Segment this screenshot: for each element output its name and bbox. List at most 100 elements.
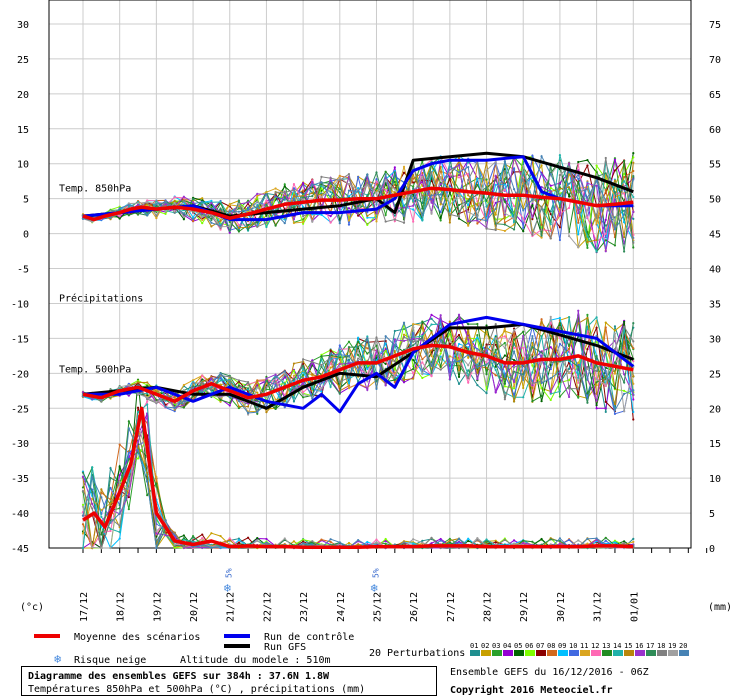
perturbation-point	[494, 183, 497, 187]
perturbation-point	[118, 465, 121, 468]
perturbation-point	[567, 395, 571, 399]
chart-subtitle: Températures 850hPa et 500hPa (°C) , pré…	[28, 684, 366, 695]
perturbation-point	[586, 348, 589, 351]
left-tick-label: 30	[17, 20, 29, 31]
perturbation-point	[347, 369, 351, 372]
perturbation-point	[338, 222, 341, 225]
perturbation-point	[623, 236, 626, 239]
perturbation-point	[219, 400, 222, 403]
perturbation-point	[118, 531, 121, 534]
perturbation-swatch	[525, 650, 535, 656]
perturbation-point	[448, 213, 451, 216]
perturbation-point	[457, 360, 461, 363]
right-tick-label: 5	[709, 509, 715, 520]
perturbation-point	[320, 387, 323, 390]
perturbation-point	[558, 395, 562, 398]
perturbation-point	[338, 362, 341, 366]
perturbation-point	[91, 466, 94, 469]
perturbation-swatch	[569, 650, 579, 656]
perturbation-point	[201, 201, 204, 204]
perturbation-point	[421, 358, 424, 361]
snowflake-icon: ❄	[54, 652, 61, 666]
perturbation-point	[522, 226, 525, 230]
right-tick-label: 55	[709, 160, 721, 171]
perturbation-point	[586, 231, 589, 234]
perturbation-point	[100, 400, 103, 403]
perturbation-point	[448, 539, 451, 542]
perturbation-point	[366, 380, 369, 383]
perturbation-point	[577, 160, 580, 164]
perturbation-point	[439, 336, 442, 339]
perturbation-point	[430, 331, 433, 334]
perturbation-point	[347, 354, 351, 358]
perturbation-point	[540, 537, 543, 541]
perturbation-point	[476, 536, 479, 540]
perturbation-point	[522, 164, 525, 168]
x-tick-label: 01/01	[629, 592, 640, 622]
perturbation-point	[595, 250, 598, 253]
perturbation-point	[302, 393, 305, 396]
perturbation-point	[604, 188, 607, 192]
perturbation-point	[457, 336, 461, 339]
perturbation-point	[485, 219, 488, 222]
perturbation-point	[632, 246, 635, 249]
perturbation-point	[512, 197, 516, 200]
perturbation-point	[219, 398, 222, 401]
x-tick-label: 28/12	[483, 592, 494, 622]
perturbation-point	[623, 213, 626, 216]
perturbation-point	[118, 480, 121, 484]
perturbation-point	[604, 407, 607, 410]
perturbation-number: 03	[492, 642, 500, 650]
perturbation-point	[228, 539, 231, 542]
perturbation-point	[219, 372, 222, 375]
perturbation-point	[265, 411, 268, 414]
perturbation-point	[512, 366, 516, 369]
perturbation-number: 14	[613, 642, 621, 650]
perturbation-point	[329, 190, 332, 194]
perturbation-point	[503, 346, 506, 349]
perturbation-point	[531, 353, 534, 356]
perturbation-point	[201, 546, 204, 549]
perturbation-point	[91, 220, 94, 224]
perturbation-point	[311, 194, 314, 198]
perturbation-point	[256, 411, 259, 414]
perturbation-point	[246, 411, 250, 415]
perturbation-point	[540, 223, 543, 226]
perturbation-point	[338, 348, 341, 351]
perturbation-point	[448, 191, 451, 194]
perturbation-point	[439, 323, 442, 326]
perturbation-point	[201, 537, 204, 540]
perturbation-point	[531, 233, 534, 237]
perturbation-point	[357, 212, 360, 215]
perturbation-point	[191, 217, 195, 221]
perturbation-point	[485, 199, 488, 202]
perturbation-point	[109, 216, 112, 220]
perturbation-point	[91, 497, 94, 500]
perturbation-point	[457, 215, 461, 218]
perturbation-point	[357, 207, 360, 210]
perturbation-point	[320, 364, 323, 367]
perturbation-point	[201, 381, 204, 385]
perturbation-point	[558, 194, 562, 198]
series-line-t500	[82, 343, 634, 404]
perturbation-point	[173, 196, 176, 199]
perturbation-point	[457, 210, 461, 213]
perturbation-point	[512, 539, 516, 542]
perturbation-point	[522, 178, 525, 181]
perturbation-point	[302, 373, 305, 377]
perturbation-point	[567, 367, 571, 370]
perturbation-point	[219, 379, 222, 382]
x-tick-label: 23/12	[299, 592, 310, 622]
perturbation-point	[402, 165, 406, 169]
perturbation-point	[173, 201, 176, 205]
perturbation-point	[302, 538, 305, 541]
perturbation-point	[439, 216, 442, 219]
perturbation-point	[384, 179, 387, 182]
perturbation-point	[567, 234, 571, 238]
perturbation-point	[237, 538, 241, 542]
perturbation-point	[439, 183, 442, 186]
perturbation-point	[329, 349, 332, 352]
perturbation-point	[540, 155, 543, 158]
perturbation-point	[127, 458, 130, 461]
perturbation-point	[100, 533, 103, 536]
